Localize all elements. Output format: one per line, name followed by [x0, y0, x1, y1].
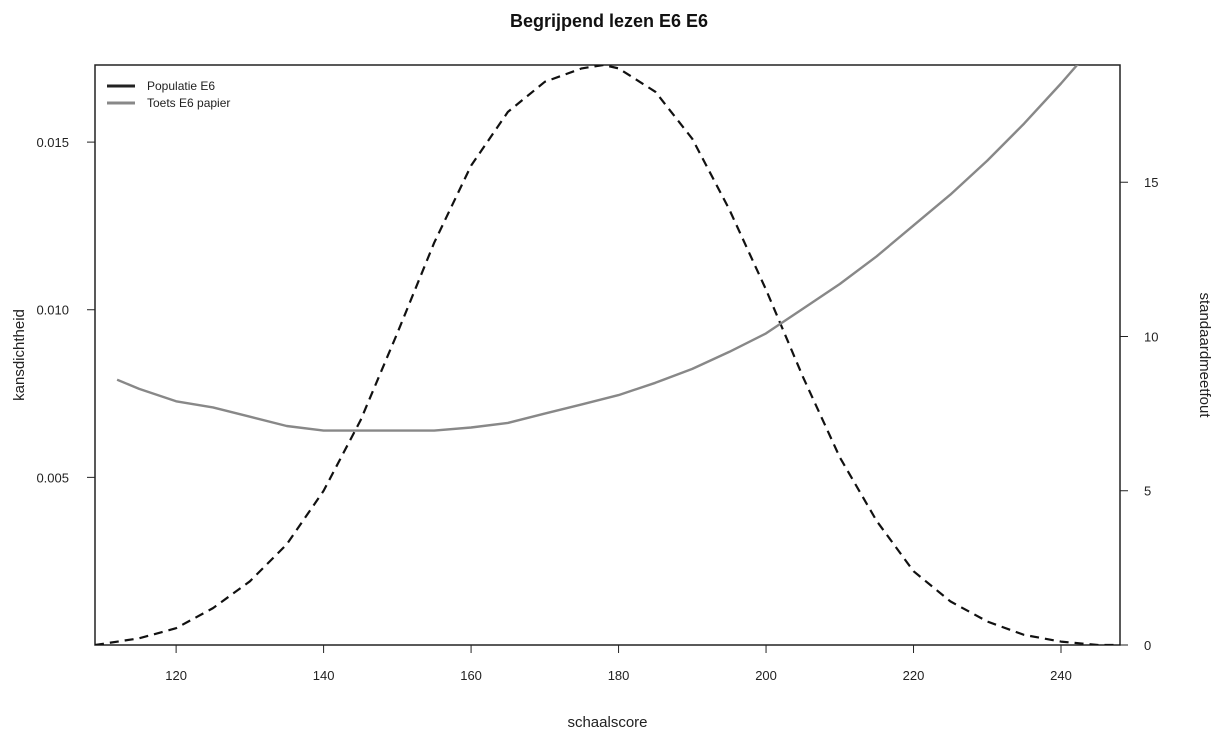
y-axis-right: 0 5 10 15: [1120, 175, 1158, 653]
x-tick-label: 200: [755, 668, 777, 683]
chart-title: Begrijpend lezen E6 E6: [510, 11, 708, 31]
series-line-populatie-e6: [95, 65, 1120, 645]
x-axis: 120 140 160 180 200 220 240: [165, 645, 1072, 683]
x-tick-label: 160: [460, 668, 482, 683]
legend-label: Populatie E6: [147, 79, 215, 93]
x-tick-label: 240: [1050, 668, 1072, 683]
plot-frame: [94, 64, 1121, 646]
y2-axis-title: standaardmeetfout: [1196, 292, 1213, 418]
x-tick-label: 140: [313, 668, 335, 683]
y-axis-title: kansdichtheid: [11, 309, 28, 401]
y2-tick-label: 15: [1144, 175, 1158, 190]
legend-label: Toets E6 papier: [147, 96, 230, 110]
y-tick-label: 0.005: [36, 470, 69, 485]
y2-tick-label: 0: [1144, 638, 1151, 653]
y2-tick-label: 10: [1144, 329, 1158, 344]
x-tick-label: 220: [903, 668, 925, 683]
y-axis-left: 0.005 0.010 0.015: [36, 135, 95, 485]
series-line-toets-e6-papier: [116, 65, 1079, 432]
y-tick-label: 0.015: [36, 135, 69, 150]
x-tick-label: 180: [608, 668, 630, 683]
x-tick-label: 120: [165, 668, 187, 683]
y2-tick-label: 5: [1144, 484, 1151, 499]
y-tick-label: 0.010: [36, 303, 69, 318]
x-axis-title: schaalscore: [567, 714, 647, 731]
legend: Populatie E6 Toets E6 papier: [107, 79, 230, 110]
